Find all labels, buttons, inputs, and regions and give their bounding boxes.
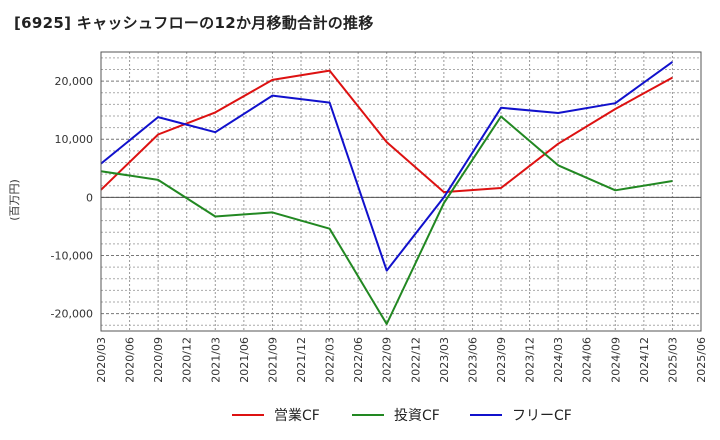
x-tick-label: 2022/09 xyxy=(381,337,394,383)
x-tick-label: 2023/09 xyxy=(495,337,508,383)
x-tick-label: 2023/06 xyxy=(466,337,479,383)
grid-layer xyxy=(100,52,702,331)
x-tick-label: 2024/06 xyxy=(581,337,594,383)
x-tick-label: 2020/09 xyxy=(152,337,165,383)
x-tick-label: 2020/03 xyxy=(95,337,108,383)
y-axis-label: (百万円) xyxy=(8,179,21,221)
series-line-投資CF xyxy=(100,115,673,325)
x-tick-label: 2023/12 xyxy=(524,337,537,383)
legend-label: 営業CF xyxy=(274,408,320,424)
x-tick-labels: 2020/03 2020/06 2020/09 2020/12 2021/03 2021/… xyxy=(95,337,708,383)
x-tick-label: 2020/12 xyxy=(181,337,194,383)
y-tick-label: 10,000 xyxy=(55,133,94,146)
x-tick-label: 2024/03 xyxy=(552,337,565,383)
x-tick-label: 2021/06 xyxy=(238,337,251,383)
y-tick-label: 20,000 xyxy=(55,75,94,88)
series-layer xyxy=(100,61,673,325)
y-tick-label: 0 xyxy=(86,191,93,204)
plot-frame xyxy=(100,51,702,332)
x-tick-label: 2023/03 xyxy=(438,337,451,383)
series-line-営業CF xyxy=(100,69,673,194)
x-tick-label: 2021/12 xyxy=(295,337,308,383)
y-tick-label: -10,000 xyxy=(51,249,93,262)
x-tick-label: 2022/12 xyxy=(409,337,422,383)
x-tick-label: 2024/09 xyxy=(609,337,622,383)
y-tick-label: -20,000 xyxy=(51,308,93,321)
x-tick-label: 2022/03 xyxy=(324,337,337,383)
x-tick-label: 2021/03 xyxy=(209,337,222,383)
legend: 営業CF 投資CF フリーCF xyxy=(232,408,572,424)
x-tick-label: 2022/06 xyxy=(352,337,365,383)
x-tick-label: 2024/12 xyxy=(638,337,651,383)
x-tick-label: 2025/03 xyxy=(666,337,679,383)
x-tick-label: 2020/06 xyxy=(124,337,137,383)
legend-label: 投資CF xyxy=(394,408,440,424)
series-line-フリーCF xyxy=(100,61,673,272)
y-tick-labels: 20,000 10,000 0 -10,000 -20,000 xyxy=(51,75,93,321)
x-tick-label: 2025/06 xyxy=(695,337,708,383)
legend-label: フリーCF xyxy=(512,408,572,424)
x-tick-label: 2021/09 xyxy=(266,337,279,383)
chart-title: [6925] キャッシュフローの12か月移動合計の推移 xyxy=(14,14,374,32)
